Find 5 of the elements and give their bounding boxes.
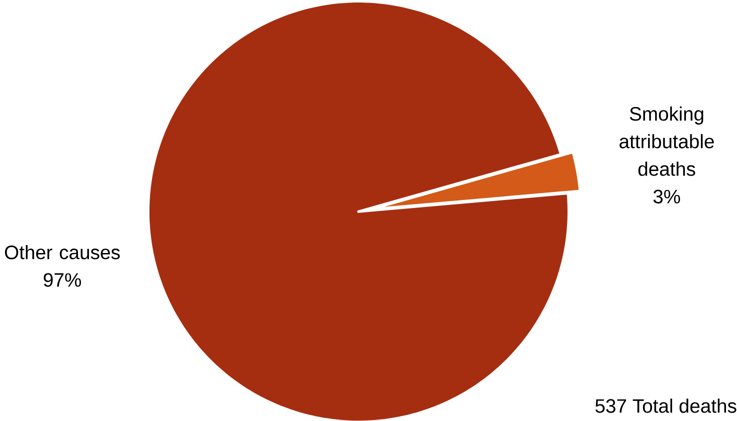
slice-label: Smoking attributable deaths <box>620 106 714 176</box>
text: 537 Total deaths <box>595 398 736 413</box>
data-label: 3% <box>653 190 680 204</box>
data-label: 97% <box>44 273 81 287</box>
slice-label: Other causes <box>4 245 120 260</box>
